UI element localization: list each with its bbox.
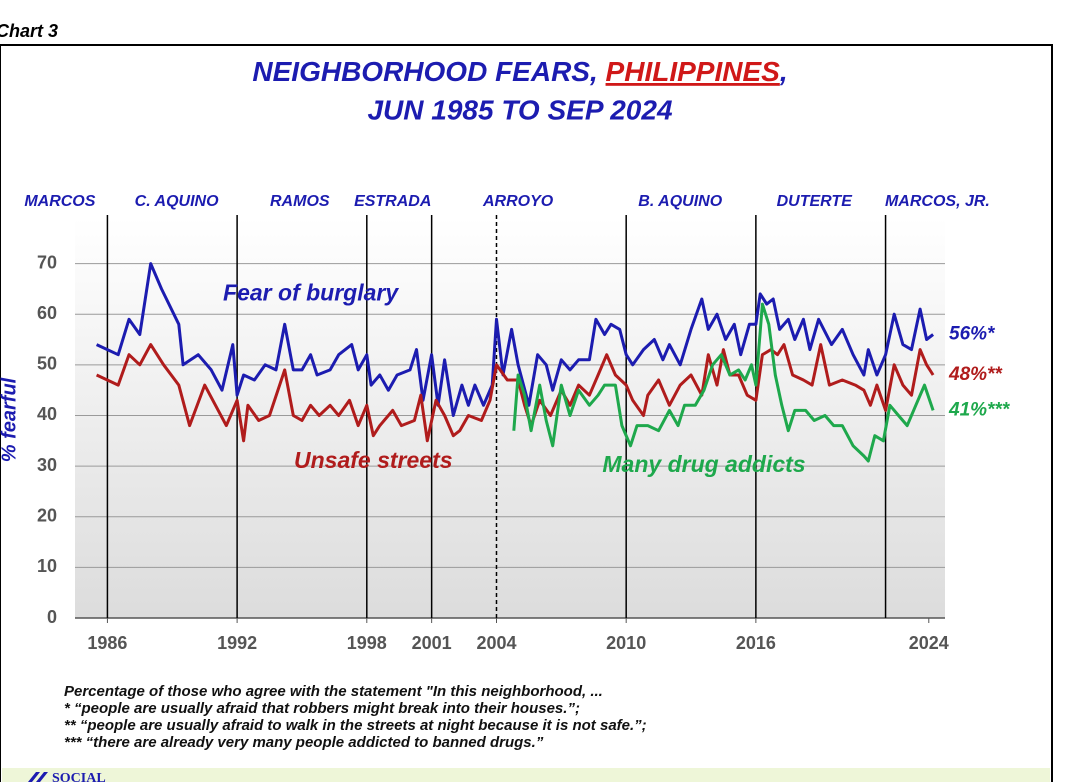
title-tail: , <box>779 56 788 87</box>
end-label: 41%*** <box>948 399 1011 420</box>
y-axis-label: % fearful <box>0 377 20 462</box>
y-tick-label: 0 <box>47 607 57 627</box>
period-label: RAMOS <box>270 193 330 210</box>
end-label: 56%* <box>949 323 996 344</box>
y-tick-label: 70 <box>37 252 57 272</box>
x-tick-label: 2024 <box>909 633 949 653</box>
y-tick-label: 30 <box>37 455 57 475</box>
y-tick-label: 10 <box>37 556 57 576</box>
period-label: DUTERTE <box>777 193 854 210</box>
x-tick-label: 2010 <box>606 633 646 653</box>
period-label: C. AQUINO <box>135 193 219 210</box>
notes: Percentage of those who agree with the s… <box>64 683 647 751</box>
series-label: Fear of burglary <box>223 280 399 306</box>
end-label: 48%** <box>948 364 1003 385</box>
note-line: Percentage of those who agree with the s… <box>64 683 603 700</box>
x-tick-label: 2001 <box>412 633 452 653</box>
x-tick-label: 1986 <box>87 633 127 653</box>
period-label: MARCOS, JR. <box>885 193 990 210</box>
chart-label: Chart 3 <box>0 21 58 41</box>
y-tick-label: 40 <box>37 404 57 424</box>
x-tick-label: 2004 <box>476 633 516 653</box>
series-line <box>95 343 935 443</box>
series-line <box>512 302 935 463</box>
series-line <box>95 262 935 417</box>
y-tick-label: 50 <box>37 354 57 374</box>
y-tick-label: 60 <box>37 303 57 323</box>
footer-band <box>2 768 1050 782</box>
plot-area <box>75 218 945 618</box>
logo <box>28 772 48 782</box>
chart-subtitle: JUN 1985 TO SEP 2024 <box>367 94 673 125</box>
series-label: Unsafe streets <box>294 447 453 473</box>
title-lead: NEIGHBORHOOD FEARS, <box>252 56 597 87</box>
title-highlight: PHILIPPINES <box>606 56 781 87</box>
note-line: ** “people are usually afraid to walk in… <box>64 717 647 734</box>
x-tick-label: 1992 <box>217 633 257 653</box>
note-line: * “people are usually afraid that robber… <box>64 700 580 717</box>
period-label: ARROYO <box>482 193 554 210</box>
period-label: B. AQUINO <box>638 193 722 210</box>
x-tick-label: 1998 <box>347 633 387 653</box>
y-tick-label: 20 <box>37 505 57 525</box>
series-label: Many drug addicts <box>602 451 805 477</box>
chart-title: NEIGHBORHOOD FEARS, PHILIPPINES, <box>252 56 787 87</box>
note-line: *** “there are already very many people … <box>64 734 544 751</box>
x-tick-label: 2016 <box>736 633 776 653</box>
period-label: ESTRADA <box>354 193 431 210</box>
period-label: MARCOS <box>24 193 95 210</box>
footer-text: SOCIAL <box>52 771 106 782</box>
